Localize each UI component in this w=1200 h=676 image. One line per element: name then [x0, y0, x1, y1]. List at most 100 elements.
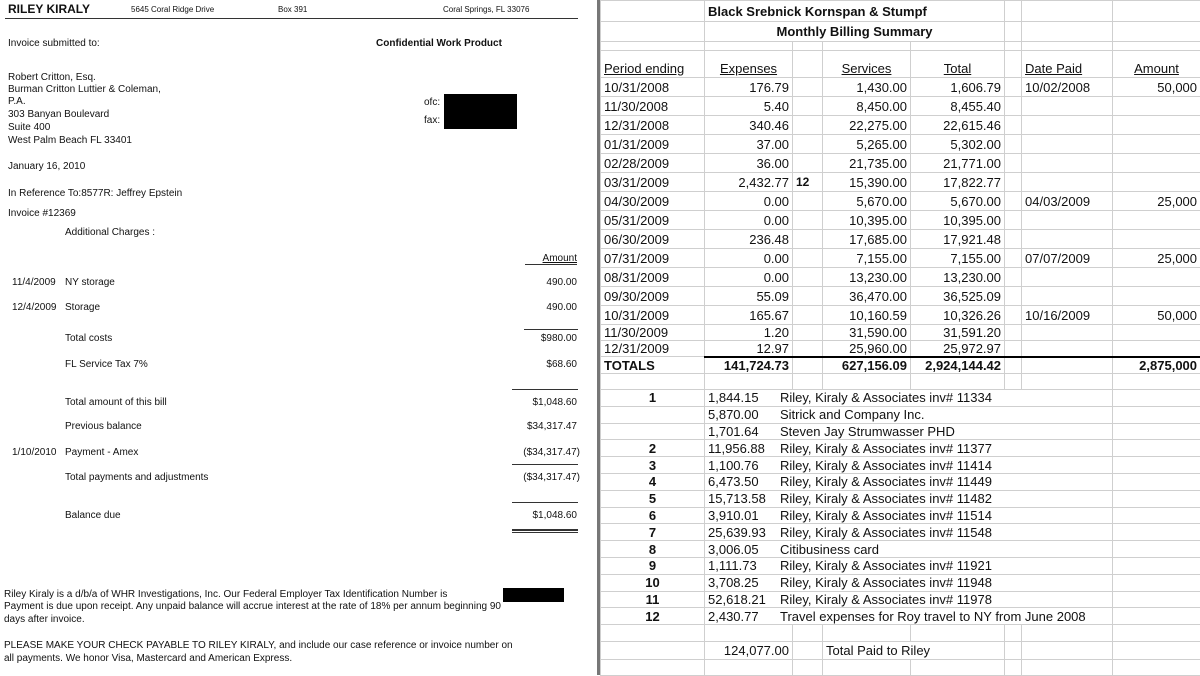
empty-cell [705, 374, 793, 390]
charge-amount: 490.00 [477, 277, 577, 289]
expenses-cell: 5.40 [705, 97, 793, 116]
charge-desc: NY storage [65, 277, 115, 289]
total-cell: 1,606.79 [911, 78, 1005, 97]
date-paid-cell [1022, 230, 1113, 249]
invoice-date: January 16, 2010 [8, 161, 85, 173]
empty-cell [1113, 490, 1200, 507]
total-cell: 17,921.48 [911, 230, 1005, 249]
total-bill-amount: $1,048.60 [477, 397, 577, 409]
total-cell: 25,972.97 [911, 341, 1005, 357]
empty-cell [1022, 642, 1113, 660]
period-cell: 11/30/2009 [601, 325, 705, 341]
expenses-cell: 0.00 [705, 192, 793, 211]
payment-amount: 52,618.21 [708, 593, 780, 606]
payment-description: Steven Jay Strumwasser PHD [780, 424, 955, 439]
footer-text: days after invoice. [4, 614, 85, 626]
payment-number [601, 406, 705, 423]
col-header-label: Services [842, 61, 892, 76]
period-cell: 01/31/2009 [601, 135, 705, 154]
empty-cell [1005, 211, 1022, 230]
empty-cell [1005, 97, 1022, 116]
total-cell: 10,395.00 [911, 211, 1005, 230]
payment-description: Sitrick and Company Inc. [780, 407, 925, 422]
services-cell: 7,155.00 [823, 249, 911, 268]
rule [512, 464, 578, 465]
payment-amount: 3,708.25 [708, 576, 780, 589]
services-cell: 5,670.00 [823, 192, 911, 211]
services-cell: 13,230.00 [823, 268, 911, 287]
empty-cell [1005, 42, 1022, 51]
col-header-label: Expenses [720, 61, 777, 76]
date-paid-cell [1022, 97, 1113, 116]
total-cell: 21,771.00 [911, 154, 1005, 173]
empty-cell [1113, 608, 1200, 625]
note-cell: 12 [793, 173, 823, 192]
empty-cell [1005, 230, 1022, 249]
totals-expenses: 141,724.73 [705, 357, 793, 374]
address-line: Burman Critton Luttier & Coleman, [8, 84, 161, 96]
payment-description: Citibusiness card [780, 542, 879, 557]
payment-amount: 15,713.58 [708, 492, 780, 505]
note-cell [793, 135, 823, 154]
payment-label: Payment - Amex [65, 447, 138, 459]
period-cell: 03/31/2009 [601, 173, 705, 192]
services-cell: 36,470.00 [823, 287, 911, 306]
total-cell: 5,302.00 [911, 135, 1005, 154]
charge-amount: 490.00 [477, 302, 577, 314]
payment-description: Riley, Kiraly & Associates inv# 11414 [780, 458, 992, 473]
col-header-date-paid: Date Paid [1022, 51, 1113, 78]
rule [512, 389, 578, 390]
company-city: Coral Springs, FL 33076 [443, 4, 529, 16]
payment-amount: 1,100.76 [708, 459, 780, 472]
empty-cell [1005, 357, 1022, 374]
footer-text: PLEASE MAKE YOUR CHECK PAYABLE TO RILEY … [4, 640, 513, 652]
payment-description: Riley, Kiraly & Associates inv# 11514 [780, 508, 992, 523]
total-cell: 7,155.00 [911, 249, 1005, 268]
empty-cell [1022, 357, 1113, 374]
empty-cell [823, 374, 911, 390]
period-cell: 05/31/2009 [601, 211, 705, 230]
empty-cell [1005, 249, 1022, 268]
payment-description: Riley, Kiraly & Associates inv# 11482 [780, 491, 992, 506]
double-rule [512, 532, 578, 533]
tax-amount: $68.60 [477, 359, 577, 371]
col-header-label: Date Paid [1025, 61, 1082, 76]
payment-amount: 5,870.00 [708, 408, 780, 421]
total-costs-amount: $980.00 [477, 333, 577, 345]
date-paid-cell [1022, 287, 1113, 306]
header-rule [5, 18, 578, 19]
company-box: Box 391 [278, 4, 307, 16]
reference: In Reference To:8577R: Jeffrey Epstein [8, 188, 182, 200]
empty-cell [1005, 1, 1022, 22]
services-cell: 31,590.00 [823, 325, 911, 341]
fax-label: fax: [424, 115, 440, 127]
payment-description: Riley, Kiraly & Associates inv# 11377 [780, 441, 992, 456]
empty-cell [1005, 51, 1022, 78]
invoice-page: RILEY KIRALY 5645 Coral Ridge Drive Box … [0, 0, 597, 675]
payment-number: 2 [601, 440, 705, 457]
period-cell: 04/30/2009 [601, 192, 705, 211]
empty-cell [601, 22, 705, 42]
payment-description: Riley, Kiraly & Associates inv# 11548 [780, 525, 992, 540]
note-cell [793, 268, 823, 287]
empty-cell [1005, 660, 1022, 676]
empty-cell [1113, 591, 1200, 608]
amount-cell [1113, 135, 1200, 154]
empty-cell [911, 625, 1005, 642]
payment-amount: 25,639.93 [708, 526, 780, 539]
empty-cell [793, 374, 823, 390]
rule [524, 329, 578, 330]
footer-text: all payments. We honor Visa, Mastercard … [4, 653, 292, 665]
empty-cell [1113, 457, 1200, 474]
